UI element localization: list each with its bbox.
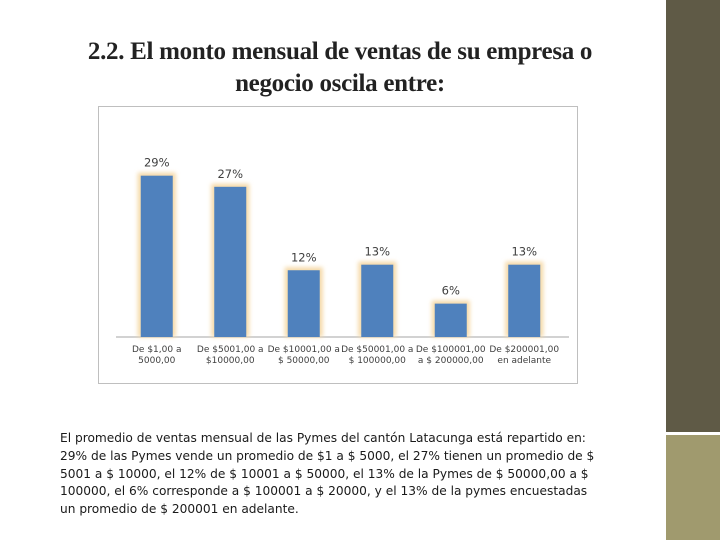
bar-1 xyxy=(140,175,173,337)
category-label-5-line-2: a $ 200000,00 xyxy=(418,356,484,366)
side-decoration-bar-lower xyxy=(666,435,720,540)
bar-3 xyxy=(287,270,320,337)
category-label-4-line-1: De $50001,00 a xyxy=(341,345,413,355)
category-label-4-line-2: $ 100000,00 xyxy=(349,356,407,366)
data-label-4: 13% xyxy=(364,245,390,259)
data-label-6: 13% xyxy=(511,245,537,259)
slide-caption: El promedio de ventas mensual de las Pym… xyxy=(60,431,595,517)
slide-title-line-1: 2.2. El monto mensual de ventas de su em… xyxy=(87,38,593,65)
category-label-6-line-2: en adelante xyxy=(497,356,551,366)
data-label-5: 6% xyxy=(442,284,460,298)
category-label-2-line-2: $10000,00 xyxy=(206,356,255,366)
side-decoration-bar xyxy=(666,0,720,432)
bar-6 xyxy=(508,264,541,337)
category-label-2-line-1: De $5001,00 a xyxy=(197,345,264,355)
side-decoration-divider xyxy=(666,432,720,435)
category-label-6-line-1: De $200001,00 xyxy=(489,345,559,355)
data-label-2: 27% xyxy=(217,167,243,181)
slide-title-line-2: negocio oscila entre: xyxy=(235,70,445,97)
bar-4 xyxy=(361,264,394,337)
category-label-1-line-1: De $1,00 a xyxy=(132,345,181,355)
category-label-1-line-2: 5000,00 xyxy=(138,356,175,366)
category-label-5-line-1: De $100001,00 xyxy=(416,345,486,355)
bar-chart: 29% De $1,00 a 5000,00 27% De $5001,00 a $100… xyxy=(98,106,578,384)
category-label-3-line-1: De $10001,00 a xyxy=(268,345,340,355)
data-label-3: 12% xyxy=(291,250,317,264)
data-label-1: 29% xyxy=(144,156,170,170)
bar-2 xyxy=(214,186,247,337)
bar-5 xyxy=(434,303,467,337)
category-label-3-line-2: $ 50000,00 xyxy=(278,356,330,366)
slide-title: 2.2. El monto mensual de ventas de su em… xyxy=(30,36,650,100)
